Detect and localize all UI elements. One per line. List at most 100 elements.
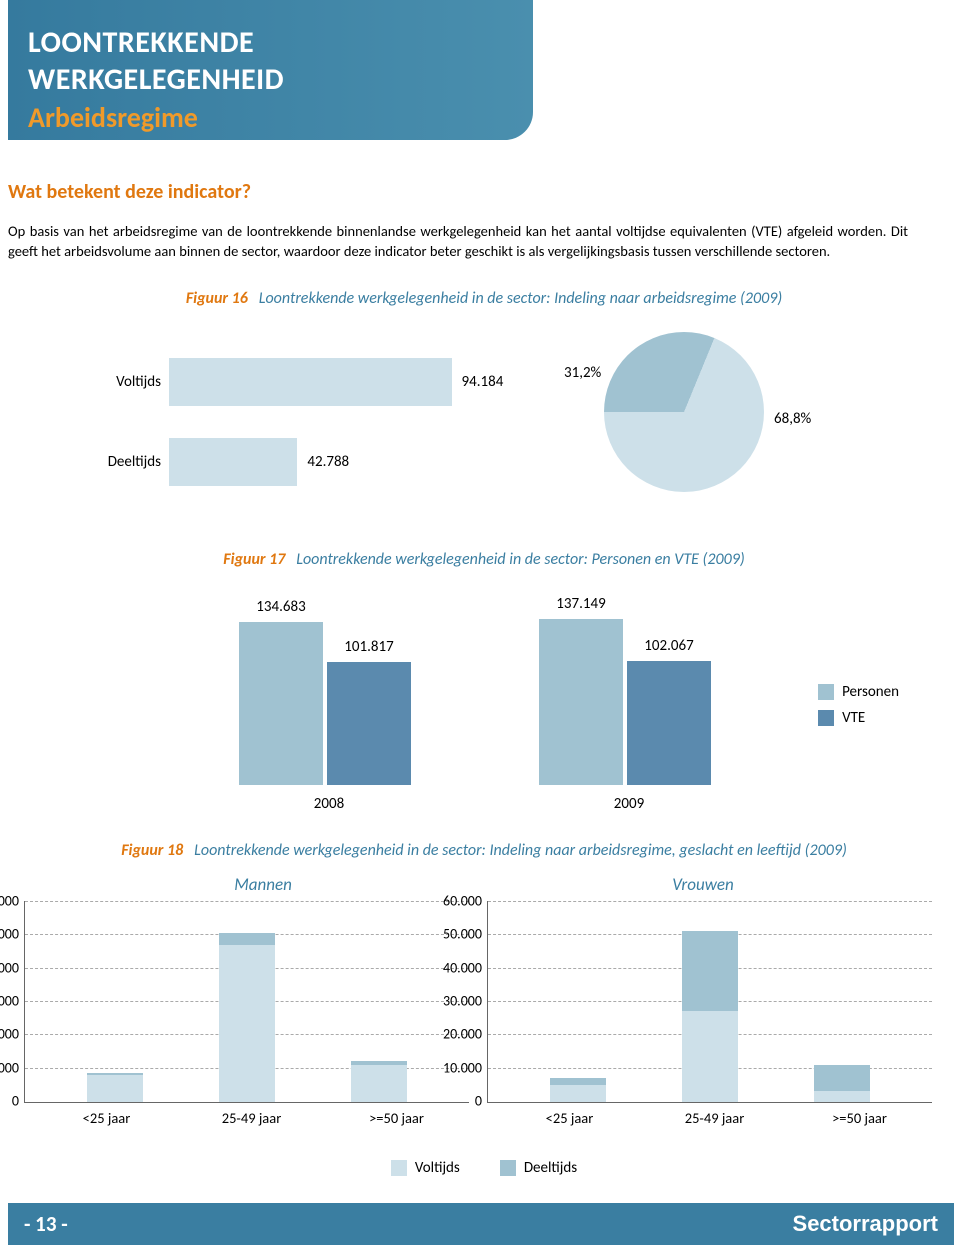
seg-deeltijds (351, 1061, 407, 1064)
gridline (488, 901, 932, 902)
fig16-ref: Figuur 16 (186, 289, 248, 308)
fig17-group: 137.149102.067 (539, 615, 719, 785)
bar-personen (239, 622, 323, 786)
y-tick: 50.000 (443, 926, 488, 943)
fig17-group: 134.683101.817 (239, 615, 419, 785)
y-tick: 0 (12, 1093, 25, 1110)
page: LOONTREKKENDE WERKGELEGENHEID Arbeidsreg… (0, 0, 960, 1245)
bar-vte (627, 661, 711, 785)
x-axis (488, 1102, 932, 1103)
hbar-label: Voltijds (94, 373, 169, 391)
bar-vte (327, 662, 411, 786)
fig18-ref: Figuur 18 (121, 841, 183, 860)
y-tick: 40.000 (0, 959, 25, 976)
fig18-legend: Voltijds Deeltijds (8, 1151, 960, 1185)
legend-item: VTE (818, 709, 899, 727)
y-tick: 10.000 (443, 1059, 488, 1076)
legend-label: Voltijds (415, 1159, 460, 1177)
fig18-subtitle-v: Vrouwen (672, 874, 733, 895)
fig17-year: 2008 (239, 795, 419, 813)
footer: - 13 - Sectorrapport (8, 1203, 954, 1245)
x-label: <25 jaar (498, 1109, 642, 1127)
page-number: - 13 - (24, 1211, 68, 1237)
seg-voltijds (87, 1075, 143, 1103)
x-label: >=50 jaar (788, 1109, 932, 1127)
section-heading: Wat betekent deze indicator? (8, 180, 960, 204)
pie-pct-slice: 31,2% (564, 364, 601, 382)
page-title: LOONTREKKENDE WERKGELEGENHEID (28, 24, 513, 98)
legend-swatch (500, 1160, 516, 1176)
legend-label: VTE (842, 709, 865, 727)
y-tick: 50.000 (0, 926, 25, 943)
fig18-vrouwen-xlabels: <25 jaar25-49 jaar>=50 jaar (487, 1109, 932, 1127)
fig17-ref: Figuur 17 (223, 550, 285, 569)
fig18-mannen: 010.00020.00030.00040.00050.00060.000 <2… (24, 901, 469, 1127)
hbar-track: 42.788 (169, 438, 554, 486)
legend-item: Personen (818, 683, 899, 701)
y-tick: 0 (475, 1093, 488, 1110)
fig17-caption: Figuur 17 Loontrekkende werkgelegenheid … (8, 550, 960, 569)
seg-deeltijds (550, 1078, 606, 1085)
x-label: <25 jaar (35, 1109, 179, 1127)
pie-pct-rest: 68,8% (774, 410, 811, 428)
fig17-chart: PersonenVTE 134.683101.8172008137.149102… (69, 583, 899, 813)
header-banner: LOONTREKKENDE WERKGELEGENHEID Arbeidsreg… (8, 0, 533, 140)
report-label: Sectorrapport (793, 1211, 938, 1237)
fig18-desc: Loontrekkende werkgelegenheid in de sect… (187, 841, 847, 860)
hbar-row: Voltijds 94.184 (94, 352, 554, 412)
fig18-vrouwen: 010.00020.00030.00040.00050.00060.000 <2… (487, 901, 932, 1127)
fig17-desc: Loontrekkende werkgelegenheid in de sect… (289, 550, 745, 569)
fig16-desc: Loontrekkende werkgelegenheid in de sect… (252, 289, 783, 308)
page-subtitle: Arbeidsregime (28, 100, 513, 135)
bar-personen (539, 619, 623, 786)
fig16: Voltijds 94.184 Deeltijds42.788 31,2% 68,8… (8, 322, 960, 522)
bar-label-personen: 137.149 (539, 595, 623, 613)
legend-item: Voltijds (391, 1159, 460, 1177)
bar-label-vte: 101.817 (327, 638, 411, 656)
fig18-mannen-plot: 010.00020.00030.00040.00050.00060.000 (24, 901, 469, 1103)
seg-voltijds (219, 945, 275, 1103)
legend-swatch (818, 684, 834, 700)
y-tick: 30.000 (0, 993, 25, 1010)
bar-label-vte: 102.067 (627, 637, 711, 655)
y-tick: 60.000 (0, 893, 25, 910)
x-label: 25-49 jaar (180, 1109, 324, 1127)
bar-label-personen: 134.683 (239, 598, 323, 616)
fig18-subtitle-m: Mannen (234, 874, 292, 895)
y-tick: 60.000 (443, 893, 488, 910)
y-tick: 20.000 (443, 1026, 488, 1043)
legend-swatch (818, 710, 834, 726)
seg-voltijds (550, 1085, 606, 1103)
fig18-mannen-xlabels: <25 jaar25-49 jaar>=50 jaar (24, 1109, 469, 1127)
fig16-caption: Figuur 16 Loontrekkende werkgelegenheid … (8, 289, 960, 308)
hbar-value: 42.788 (307, 453, 349, 471)
x-label: >=50 jaar (325, 1109, 469, 1127)
x-label: 25-49 jaar (643, 1109, 787, 1127)
fig16-bar-chart: Voltijds 94.184 Deeltijds42.788 (94, 332, 554, 512)
seg-voltijds (351, 1065, 407, 1103)
y-tick: 10.000 (0, 1059, 25, 1076)
hbar-track: 94.184 (169, 358, 554, 406)
gridline (25, 901, 469, 902)
legend-label: Personen (842, 683, 899, 701)
pie-icon (604, 332, 764, 492)
hbar (169, 438, 297, 486)
y-tick: 20.000 (0, 1026, 25, 1043)
y-tick: 40.000 (443, 959, 488, 976)
y-tick: 30.000 (443, 993, 488, 1010)
fig17-legend: Personen VTE (818, 675, 899, 735)
legend-label: Deeltijds (524, 1159, 577, 1177)
fig18-charts: 010.00020.00030.00040.00050.00060.000 <2… (24, 901, 944, 1127)
seg-deeltijds (682, 931, 738, 1011)
intro-paragraph: Op basis van het arbeidsregime van de lo… (8, 222, 908, 261)
seg-deeltijds (87, 1073, 143, 1075)
fig16-pie-chart: 31,2% 68,8% (594, 322, 874, 522)
fig17-year: 2009 (539, 795, 719, 813)
seg-deeltijds (814, 1065, 870, 1092)
hbar-value: 94.184 (462, 373, 504, 391)
fig18-caption: Figuur 18 Loontrekkende werkgelegenheid … (8, 841, 960, 860)
fig18-vrouwen-plot: 010.00020.00030.00040.00050.00060.000 (487, 901, 932, 1103)
hbar (169, 358, 452, 406)
seg-deeltijds (219, 933, 275, 945)
hbar-row: Deeltijds42.788 (94, 432, 554, 492)
